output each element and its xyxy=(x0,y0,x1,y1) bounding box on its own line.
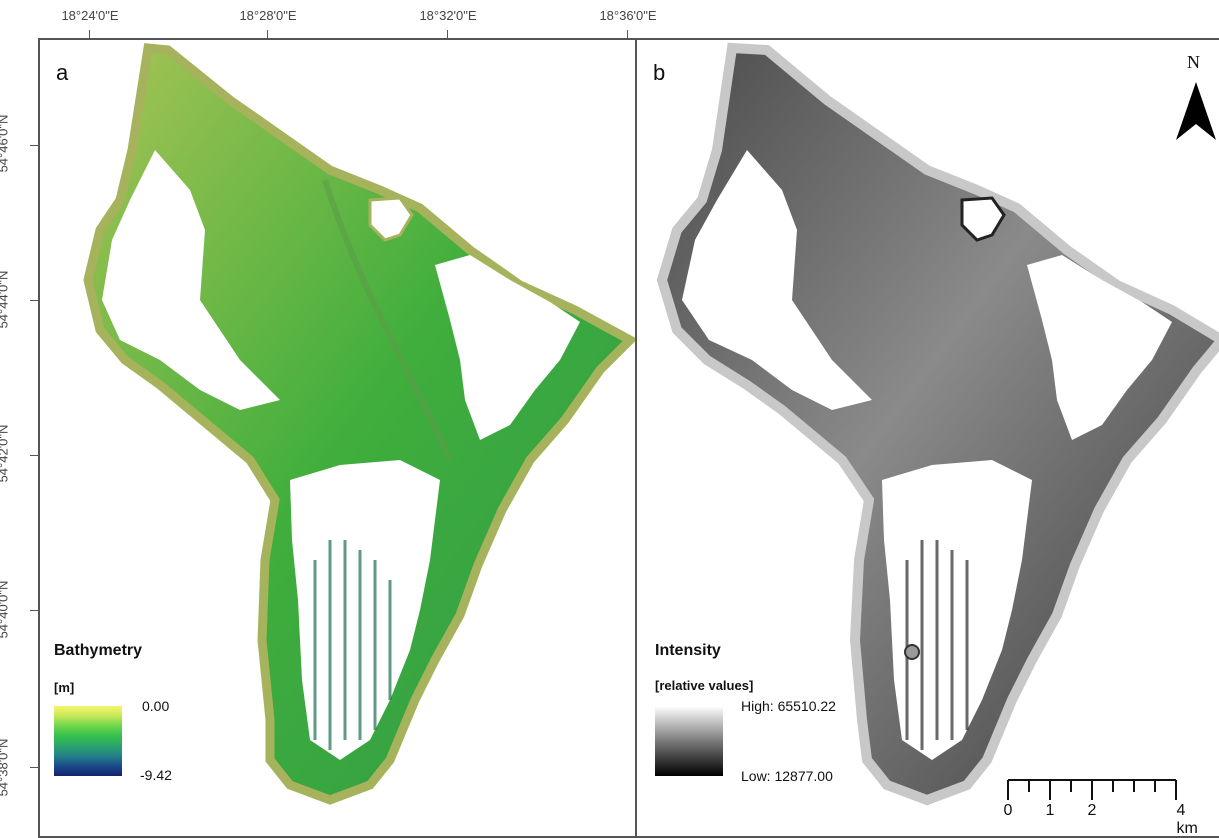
intensity-legend-title: Intensity xyxy=(655,642,721,659)
intensity-map xyxy=(656,42,1219,806)
panel-b-frame: b N Intensity [relative values] High: 65… xyxy=(635,38,1219,838)
lon-label-4: 18°36'0"E xyxy=(599,8,657,23)
island xyxy=(368,196,414,242)
no-data-west xyxy=(682,150,872,410)
channel-ridge xyxy=(322,179,453,462)
survey-stripes xyxy=(313,540,392,750)
bathymetry-water-body xyxy=(88,48,630,800)
lon-label-1: 18°24'0"E xyxy=(61,8,119,23)
survey-stripes xyxy=(905,540,969,750)
lat-tick xyxy=(30,455,39,456)
island xyxy=(960,196,1006,242)
no-data-south xyxy=(290,460,440,760)
intensity-color-ramp xyxy=(655,706,723,776)
bathymetry-legend-unit: [m] xyxy=(54,680,75,695)
scale-label-0: 0 xyxy=(1003,802,1013,819)
lat-tick xyxy=(30,610,39,611)
no-data-east xyxy=(435,255,580,440)
lat-label-1: 54°46'0"N xyxy=(0,114,11,173)
lat-tick xyxy=(30,300,39,301)
scale-label-4km: 4 km xyxy=(1176,802,1198,837)
lat-label-3: 54°42'0"N xyxy=(0,424,11,483)
lat-label-4: 54°40'0"N xyxy=(0,580,11,639)
bathymetry-map xyxy=(83,43,635,805)
lon-tick xyxy=(267,30,268,39)
bathymetry-shore-rim xyxy=(83,43,635,805)
north-arrow-letter: N xyxy=(1187,52,1200,72)
lon-tick xyxy=(447,30,448,39)
lon-label-3: 18°32'0"E xyxy=(419,8,477,23)
no-data-west xyxy=(102,150,280,410)
intensity-coverage xyxy=(656,42,1219,806)
bathymetry-legend-title: Bathymetry xyxy=(54,642,143,659)
north-arrow-icon xyxy=(1176,82,1216,140)
bright-spot xyxy=(904,644,920,660)
panel-a-frame: a Bathymetry [m] 0.00 -9.42 xyxy=(38,38,637,838)
no-data-east xyxy=(1027,255,1172,440)
lat-label-5: 54°38'0"N xyxy=(0,738,11,797)
lat-label-2: 54°44'0"N xyxy=(0,270,11,329)
bathymetry-max-label: 0.00 xyxy=(142,698,170,714)
lat-tick xyxy=(30,145,39,146)
intensity-low-label: Low: 12877.00 xyxy=(741,768,833,784)
scale-label-2: 2 xyxy=(1087,802,1097,819)
scale-label-1: 1 xyxy=(1045,802,1055,819)
lon-label-2: 18°28'0"E xyxy=(239,8,297,23)
bathymetry-min-label: -9.42 xyxy=(140,767,172,783)
no-data-south xyxy=(882,460,1032,760)
lat-tick xyxy=(30,767,39,768)
panel-b-label: b xyxy=(653,60,666,85)
intensity-high-label: High: 65510.22 xyxy=(741,698,836,714)
lon-tick xyxy=(89,30,90,39)
scale-bar xyxy=(1007,779,1177,800)
intensity-legend-unit: [relative values] xyxy=(655,678,754,693)
bathymetry-color-ramp xyxy=(54,706,122,776)
panel-a-label: a xyxy=(56,60,69,85)
lon-tick xyxy=(627,30,628,39)
